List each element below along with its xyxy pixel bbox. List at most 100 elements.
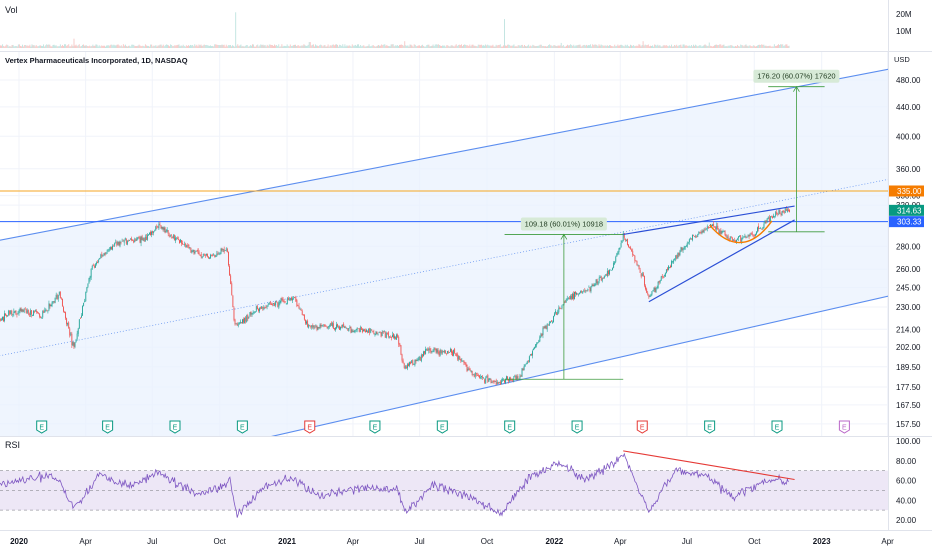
volume-bar <box>8 46 10 48</box>
volume-bar <box>350 46 352 48</box>
volume-bar <box>229 44 231 48</box>
time-tick-label: Oct <box>748 537 761 546</box>
candle-body <box>324 324 326 327</box>
volume-bar <box>50 46 52 48</box>
volume-bar <box>211 46 212 48</box>
price-tick-label: 202.00 <box>896 343 921 352</box>
volume-bar <box>179 46 181 48</box>
candle-body <box>434 348 436 350</box>
candle-body <box>308 325 310 328</box>
volume-bar <box>550 45 552 48</box>
volume-bar <box>265 46 267 48</box>
candle-body <box>213 254 215 256</box>
earnings-marker[interactable]: E <box>102 420 114 434</box>
volume-bar <box>673 46 674 48</box>
volume-bar <box>403 45 405 48</box>
candle-body <box>357 328 359 329</box>
volume-bar <box>469 44 471 48</box>
volume-bar <box>107 45 109 48</box>
volume-bar <box>112 45 114 48</box>
earnings-marker[interactable]: E <box>704 420 716 434</box>
candle-body <box>300 309 302 311</box>
volume-bar <box>433 46 435 48</box>
time-tick-label: 2022 <box>545 537 563 546</box>
earnings-marker[interactable]: E <box>636 420 648 434</box>
volume-bar <box>779 45 781 48</box>
volume-bar <box>59 44 61 48</box>
candle-body <box>663 274 665 276</box>
candle-body <box>229 266 231 276</box>
candle-body <box>565 299 567 303</box>
candle-body <box>276 301 278 302</box>
earnings-marker[interactable]: E <box>36 420 48 434</box>
volume-bar <box>343 46 345 48</box>
time-axis: 2020 Apr Jul Oct 2021 Apr Jul Oct 2022 Apr Jul Oct 2… <box>10 537 894 546</box>
volume-bar <box>231 46 232 48</box>
volume-bar <box>691 46 693 48</box>
earnings-marker[interactable]: E <box>304 420 316 434</box>
candle-body <box>321 325 323 327</box>
volume-bar <box>737 44 739 48</box>
candle-body <box>541 333 543 337</box>
earnings-marker[interactable]: E <box>771 420 783 434</box>
volume-bar <box>367 45 369 48</box>
candle-body <box>389 337 391 338</box>
candle-body <box>240 322 242 323</box>
volume-bar <box>470 46 472 48</box>
candle-body <box>283 301 285 302</box>
candle-body <box>399 343 401 346</box>
volume-bar <box>612 46 614 48</box>
volume-bar <box>68 44 70 48</box>
candle-body <box>723 230 725 232</box>
volume-bar <box>628 46 630 48</box>
volume-bar <box>219 45 221 48</box>
volume-bar <box>533 45 535 48</box>
volume-bar <box>280 46 282 48</box>
candle-body <box>186 245 188 248</box>
candle-body <box>107 249 109 251</box>
volume-bar <box>588 45 589 48</box>
volume-bar <box>583 44 585 48</box>
volume-bar <box>777 45 778 48</box>
volume-bar <box>67 45 69 48</box>
volume-bar <box>571 45 573 48</box>
candle-body <box>239 321 241 324</box>
candle-body <box>605 274 607 276</box>
volume-bar <box>620 44 622 48</box>
candle-body <box>777 214 779 215</box>
volume-bar <box>489 45 491 48</box>
candle-body <box>270 303 272 305</box>
volume-bar <box>466 45 468 48</box>
earnings-marker[interactable]: E <box>838 420 850 434</box>
volume-bar <box>683 44 685 48</box>
volume-bar <box>400 44 401 48</box>
volume-bar <box>708 42 710 48</box>
earnings-marker[interactable]: E <box>369 420 381 434</box>
candle-body <box>6 314 8 317</box>
candle-body <box>619 247 621 250</box>
candle-body <box>716 225 718 230</box>
candle-body <box>316 325 318 330</box>
volume-bar <box>439 45 441 48</box>
candle-body <box>441 350 443 354</box>
candle-body <box>259 308 260 312</box>
volume-bar <box>495 44 497 48</box>
volume-bar <box>75 44 77 48</box>
volume-bar <box>396 45 398 48</box>
earnings-marker[interactable]: E <box>571 420 583 434</box>
volume-bar <box>159 44 161 48</box>
earnings-marker[interactable]: E <box>504 420 516 434</box>
volume-bar <box>661 46 663 48</box>
earnings-marker[interactable]: E <box>236 420 248 434</box>
volume-bar <box>468 45 470 48</box>
volume-bar <box>19 45 21 48</box>
volume-bar <box>256 45 258 48</box>
candle-body <box>608 269 610 275</box>
earnings-marker[interactable]: E <box>169 420 181 434</box>
earnings-marker[interactable]: E <box>436 420 448 434</box>
candle-body <box>165 230 167 233</box>
volume-bar <box>506 45 508 48</box>
rsi-tick-label: 40.00 <box>896 496 917 505</box>
